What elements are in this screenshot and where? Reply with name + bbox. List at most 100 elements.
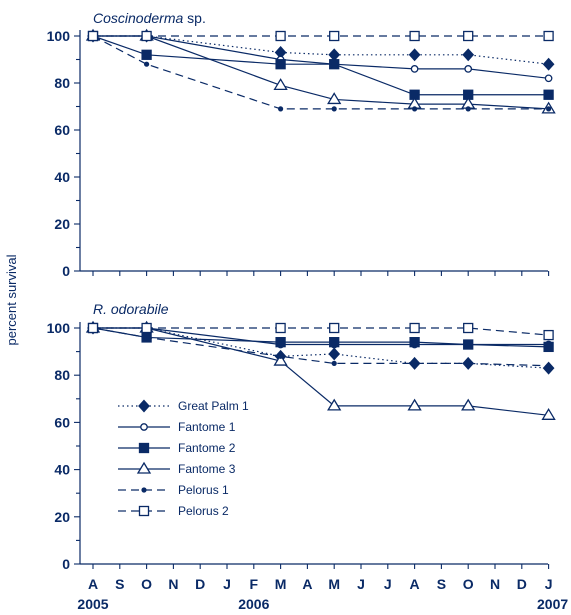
data-point: [407, 398, 422, 411]
panel-title-italic: Coscinoderma: [93, 10, 183, 26]
series-line: [92, 35, 549, 96]
data-point: [410, 65, 419, 73]
data-point: [329, 337, 340, 348]
data-point: [278, 106, 284, 112]
data-point: [141, 322, 152, 334]
data-point: [329, 59, 340, 70]
legend-label: Fantome 3: [178, 462, 236, 476]
year-label: 2007: [537, 596, 568, 612]
legend-marker: [140, 423, 148, 431]
panel-title-italic: R. odorabile: [93, 301, 169, 317]
data-point: [546, 363, 552, 369]
legend-label: Fantome 1: [178, 420, 236, 434]
y-tick-label: 100: [47, 28, 71, 44]
legend-label: Pelorus 1: [178, 483, 229, 497]
series-line: [92, 327, 549, 367]
data-point: [275, 59, 286, 70]
data-point: [329, 322, 340, 334]
x-tick-label: A: [410, 576, 420, 592]
x-tick-label: S: [437, 576, 446, 592]
data-point: [464, 65, 473, 73]
data-point: [144, 61, 150, 67]
series-fantome-2: [87, 30, 554, 100]
data-point: [141, 30, 152, 42]
series-line: [93, 35, 549, 65]
data-point: [463, 339, 474, 350]
y-tick-label: 100: [47, 320, 71, 336]
panel-title: Coscinoderma sp.: [93, 10, 206, 26]
data-point: [327, 398, 342, 411]
y-tick-label: 60: [54, 122, 70, 138]
data-point: [275, 337, 286, 348]
legend-marker: [138, 442, 150, 454]
data-point: [275, 322, 286, 334]
data-point: [328, 48, 341, 62]
x-tick-label: M: [275, 576, 287, 592]
series-line: [93, 327, 549, 416]
data-point: [463, 322, 474, 334]
data-point: [327, 92, 342, 105]
y-tick-label: 0: [62, 263, 70, 279]
legend-marker: [136, 461, 152, 474]
x-tick-label: A: [302, 576, 312, 592]
data-point: [328, 347, 341, 361]
data-point: [87, 30, 99, 42]
data-point: [412, 106, 418, 112]
data-point: [543, 341, 554, 353]
data-point: [465, 106, 471, 112]
legend-label: Pelorus 2: [178, 504, 229, 518]
data-point: [543, 89, 554, 100]
panel-title: R. odorabile: [93, 301, 169, 317]
data-point: [329, 30, 340, 42]
data-point: [273, 78, 288, 90]
data-point: [462, 48, 475, 62]
series-line: [93, 35, 549, 110]
legend-label: Great Palm 1: [178, 399, 249, 413]
data-point: [409, 337, 420, 348]
series-fantome-3: [85, 28, 556, 114]
data-point: [463, 30, 474, 42]
series-line: [93, 35, 549, 79]
panel-1: Coscinoderma sp. 0 20 40 60 80 100: [47, 10, 556, 279]
y-tick-label: 80: [54, 75, 70, 91]
data-point: [543, 30, 554, 42]
y-tick-label: 80: [54, 367, 70, 383]
year-label: 2005: [77, 596, 108, 612]
y-axis-label: percent survival: [4, 254, 19, 345]
data-point: [144, 334, 150, 341]
y-tick-label: 60: [54, 414, 70, 430]
data-point: [461, 398, 476, 411]
legend: Great Palm 1 Fantome 1 Fantome 2 Fantome 3 P…: [118, 399, 249, 518]
panel-title-suffix: sp.: [183, 10, 206, 26]
x-tick-label: J: [223, 576, 231, 592]
data-point: [278, 353, 284, 359]
x-tick-label: D: [517, 576, 527, 592]
legend-marker: [141, 487, 147, 493]
legend-marker: [138, 505, 150, 517]
x-tick-label: F: [250, 576, 259, 592]
data-point: [141, 49, 152, 60]
y-tick-label: 40: [54, 462, 70, 478]
x-tick-label: O: [463, 576, 474, 592]
data-point: [412, 360, 418, 366]
y-tick-label: 20: [54, 216, 70, 232]
x-tick-label: J: [384, 576, 392, 592]
series-fantome-3: [85, 320, 556, 420]
data-point: [465, 360, 471, 366]
x-tick-label: M: [328, 576, 340, 592]
legend-marker: [138, 399, 150, 413]
y-tick-label: 40: [54, 169, 70, 185]
data-point: [541, 408, 556, 420]
data-point: [331, 360, 337, 366]
series-pelorus-1: [90, 33, 552, 112]
y-tick-label: 0: [62, 556, 70, 572]
data-point: [546, 106, 552, 112]
data-point: [409, 322, 420, 334]
data-point: [331, 106, 337, 112]
x-tick-label: N: [490, 576, 500, 592]
data-point: [542, 57, 555, 71]
data-point: [273, 353, 288, 366]
data-point: [409, 30, 420, 42]
